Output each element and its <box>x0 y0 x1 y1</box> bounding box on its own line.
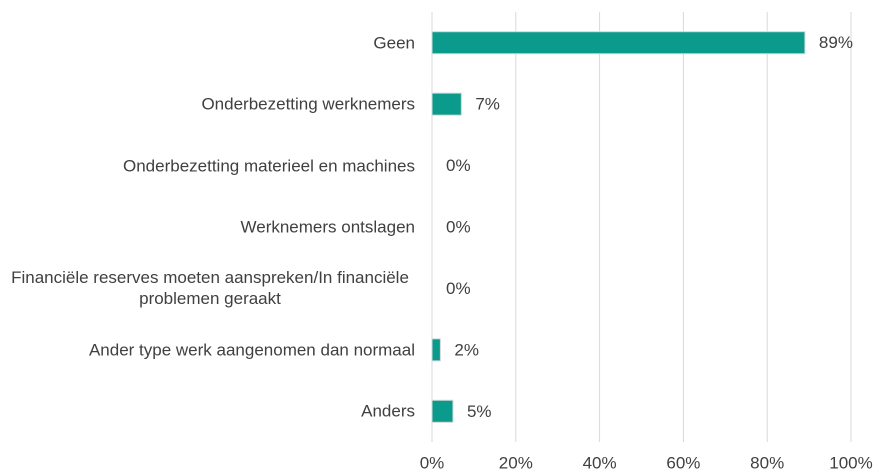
category-label: Onderbezetting materieel en machines <box>123 156 415 176</box>
category-label-box: Geen <box>373 32 415 53</box>
category-label: Financiële reserves moeten aanspreken/In… <box>11 268 409 309</box>
value-label: 89% <box>819 33 853 52</box>
category-label-box: Werknemers ontslagen <box>241 217 416 238</box>
category-label-box: Onderbezetting materieel en machines <box>123 155 415 176</box>
bar <box>431 92 462 116</box>
category-label: Werknemers ontslagen <box>240 217 416 237</box>
value-label: 0% <box>446 217 471 236</box>
value-label: 5% <box>467 402 492 421</box>
category-label-box: Ander type werk aangenomen dan normaal <box>89 339 415 360</box>
category-label: Onderbezetting werknemers <box>201 94 415 114</box>
bar <box>431 399 454 423</box>
value-label: 2% <box>454 340 479 359</box>
value-label: 0% <box>446 156 471 175</box>
bar <box>431 338 441 362</box>
value-label: 7% <box>475 95 500 114</box>
x-tick-label: 40% <box>583 453 617 472</box>
category-label-box: Anders <box>361 401 415 422</box>
x-tick-label: 80% <box>750 453 784 472</box>
value-label: 0% <box>446 279 471 298</box>
category-label: Geen <box>373 33 415 53</box>
category-label-box: Onderbezetting werknemers <box>201 94 415 115</box>
bar <box>431 31 806 55</box>
x-tick-label: 60% <box>666 453 700 472</box>
category-label: Anders <box>361 401 415 421</box>
x-tick-label: 20% <box>499 453 533 472</box>
category-label: Ander type werk aangenomen dan normaal <box>88 340 415 360</box>
category-label-box: Financiële reserves moeten aanspreken/In… <box>5 267 415 309</box>
x-tick-label: 0% <box>420 453 445 472</box>
x-tick-label: 100% <box>829 453 872 472</box>
